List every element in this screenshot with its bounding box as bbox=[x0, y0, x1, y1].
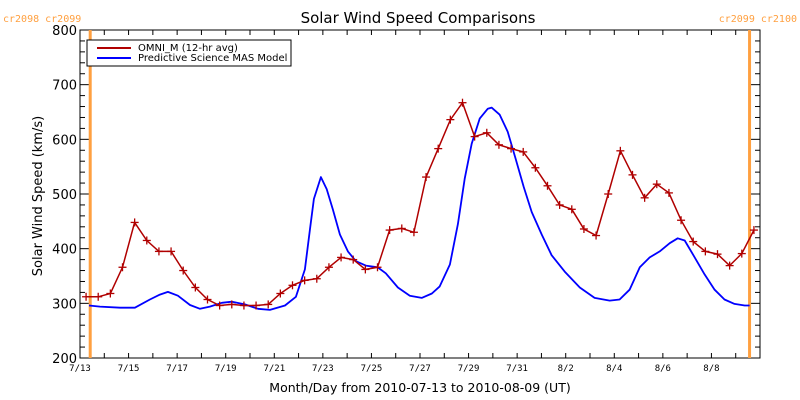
omni-point bbox=[324, 263, 333, 272]
y-tick-label: 500 bbox=[52, 188, 77, 203]
omni-point bbox=[434, 144, 443, 153]
omni-point bbox=[215, 301, 224, 310]
y-tick-label: 300 bbox=[52, 297, 77, 312]
omni-point bbox=[567, 205, 576, 214]
omni-point bbox=[337, 253, 346, 262]
omni-point bbox=[677, 216, 686, 225]
x-tick-label: 7/27 bbox=[409, 364, 431, 374]
omni-point bbox=[409, 228, 418, 237]
omni-point bbox=[252, 301, 261, 310]
omni-point bbox=[118, 263, 127, 272]
omni-point bbox=[142, 236, 151, 245]
x-tick-label: 8/4 bbox=[606, 364, 622, 374]
omni-point bbox=[531, 163, 540, 172]
omni-point bbox=[191, 283, 200, 292]
x-tick-label: 8/8 bbox=[703, 364, 719, 374]
legend-label-mas: Predictive Science MAS Model bbox=[138, 53, 287, 64]
omni-point bbox=[446, 115, 455, 124]
omni-point bbox=[592, 231, 601, 240]
carrington-markers: cr2098 cr2099 cr2099 cr2100 bbox=[3, 14, 797, 358]
omni-point bbox=[519, 147, 528, 156]
omni-point bbox=[227, 300, 236, 309]
legend-box bbox=[86, 39, 292, 67]
omni-point bbox=[349, 255, 358, 264]
omni-point bbox=[458, 98, 467, 107]
omni-point bbox=[300, 276, 309, 285]
x-tick-label: 7/17 bbox=[166, 364, 188, 374]
omni-point bbox=[664, 188, 673, 197]
omni-point bbox=[373, 263, 382, 272]
omni-point bbox=[361, 265, 370, 274]
omni-point bbox=[154, 247, 163, 256]
x-tick-label: 8/6 bbox=[655, 364, 671, 374]
omni-point bbox=[579, 224, 588, 233]
omni-point bbox=[203, 295, 212, 304]
carrington-label: cr2099 cr2100 bbox=[719, 14, 797, 25]
x-axis-label: Month/Day from 2010-07-13 to 2010-08-09 … bbox=[269, 380, 570, 395]
omni-point bbox=[397, 224, 406, 233]
omni-point bbox=[725, 261, 734, 270]
legend: OMNI_M (12-hr avg) Predictive Science MA… bbox=[86, 39, 292, 67]
omni-point bbox=[422, 173, 431, 182]
plot-frame bbox=[79, 29, 761, 359]
x-tick-label: 7/29 bbox=[458, 364, 480, 374]
omni-point bbox=[94, 292, 103, 301]
omni-point bbox=[167, 247, 176, 256]
omni-point bbox=[628, 170, 637, 179]
omni-point bbox=[494, 140, 503, 149]
omni-point bbox=[482, 128, 491, 137]
omni-point bbox=[555, 200, 564, 209]
omni-point bbox=[264, 300, 273, 309]
x-tick-label: 7/15 bbox=[118, 364, 140, 374]
omni-point bbox=[179, 266, 188, 275]
axes: 7/13 7/15 7/17 7/19 7/21 7/23 7/25 7/27 7/29 7/31… bbox=[52, 24, 761, 374]
y-tick-label: 600 bbox=[52, 133, 77, 148]
omni-point bbox=[276, 289, 285, 298]
y-tick-label: 800 bbox=[52, 24, 77, 39]
y-tick-label: 200 bbox=[52, 352, 77, 367]
omni-point bbox=[385, 226, 394, 235]
x-tick-label: 7/19 bbox=[215, 364, 237, 374]
omni-point bbox=[616, 146, 625, 155]
omni-point bbox=[312, 274, 321, 283]
omni-point bbox=[130, 218, 139, 227]
y-tick-label: 400 bbox=[52, 243, 77, 258]
x-tick-label: 7/25 bbox=[361, 364, 383, 374]
x-tick-label: 7/21 bbox=[263, 364, 285, 374]
y-tick-label: 700 bbox=[52, 79, 77, 94]
omni-point bbox=[507, 144, 516, 153]
omni-point bbox=[288, 281, 297, 290]
omni-point bbox=[737, 249, 746, 258]
x-tick-label: 7/31 bbox=[506, 364, 528, 374]
x-tick-label: 7/13 bbox=[69, 364, 91, 374]
y-axis-label: Solar Wind Speed (km/s) bbox=[31, 116, 46, 276]
chart-title: Solar Wind Speed Comparisons bbox=[301, 9, 536, 27]
omni-point bbox=[543, 181, 552, 190]
omni-point bbox=[652, 180, 661, 189]
omni-point bbox=[239, 301, 248, 310]
series bbox=[82, 98, 758, 311]
omni-point bbox=[713, 250, 722, 259]
omni-point bbox=[470, 132, 479, 141]
omni-point bbox=[701, 247, 710, 256]
carrington-label: cr2098 cr2099 bbox=[3, 14, 81, 25]
legend-label-omni: OMNI_M (12-hr avg) bbox=[138, 43, 238, 54]
omni-line bbox=[86, 101, 755, 307]
mas-model-line bbox=[88, 106, 750, 311]
omni-point bbox=[689, 237, 698, 246]
x-tick-label: 8/2 bbox=[558, 364, 574, 374]
omni-point bbox=[749, 226, 758, 235]
omni-point bbox=[640, 193, 649, 202]
omni-point bbox=[604, 190, 613, 198]
x-tick-label: 7/23 bbox=[312, 364, 334, 374]
omni-point bbox=[106, 289, 115, 298]
omni-point bbox=[82, 292, 91, 301]
